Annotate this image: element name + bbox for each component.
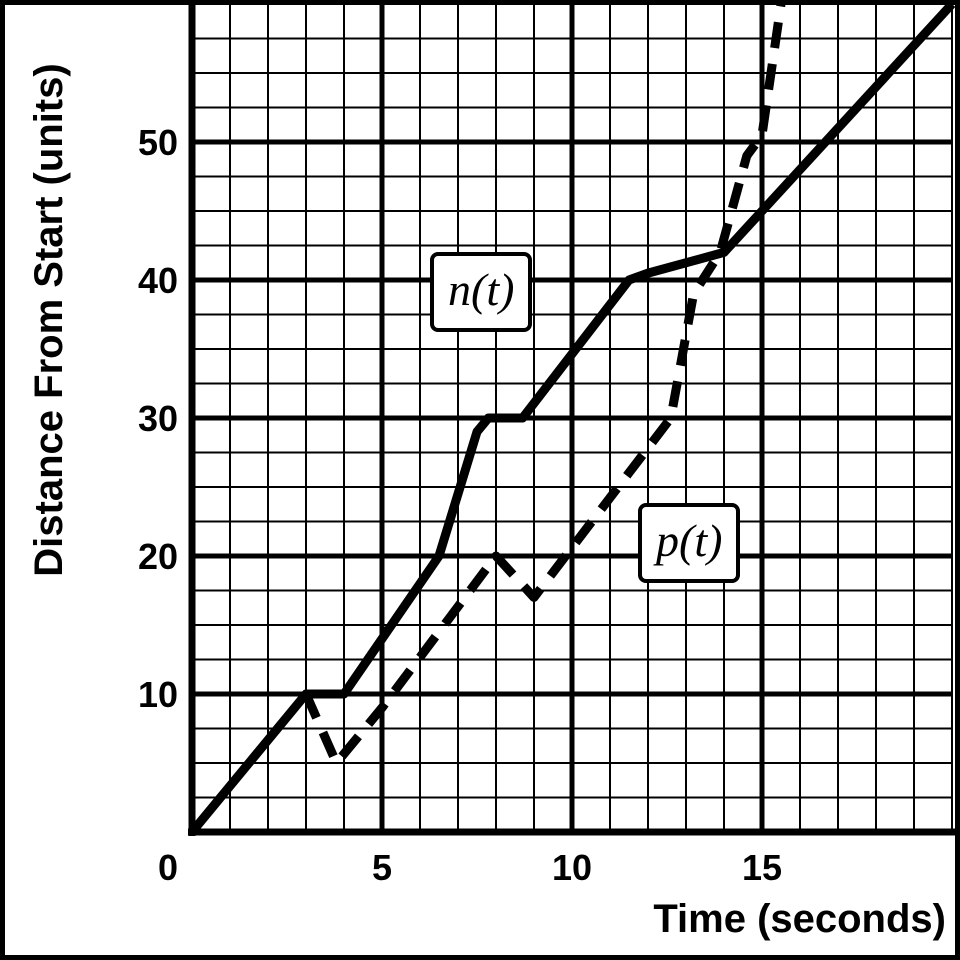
axes-layer <box>188 0 960 836</box>
y-tick-label: 30 <box>138 398 178 439</box>
series-layer <box>188 0 956 835</box>
y-tick-label: 10 <box>138 674 178 715</box>
x-tick-label: 15 <box>742 847 782 888</box>
series-line-p <box>301 3 786 768</box>
x-tick-label: 0 <box>158 847 178 888</box>
x-axis-title: Time (seconds) <box>653 897 946 941</box>
x-tick-label: 5 <box>372 847 392 888</box>
y-tick-label: 40 <box>138 260 178 301</box>
series-line-n <box>188 0 956 835</box>
x-tick-label: 10 <box>552 847 592 888</box>
y-tick-label: 20 <box>138 536 178 577</box>
series-label-p: p(t) <box>638 503 741 583</box>
y-axis-title: Distance From Start (units) <box>27 63 71 576</box>
y-tick-label: 50 <box>138 122 178 163</box>
series-label-n: n(t) <box>430 252 533 332</box>
tick-labels: 0 5 10 15 10 20 30 40 50 <box>138 122 782 888</box>
